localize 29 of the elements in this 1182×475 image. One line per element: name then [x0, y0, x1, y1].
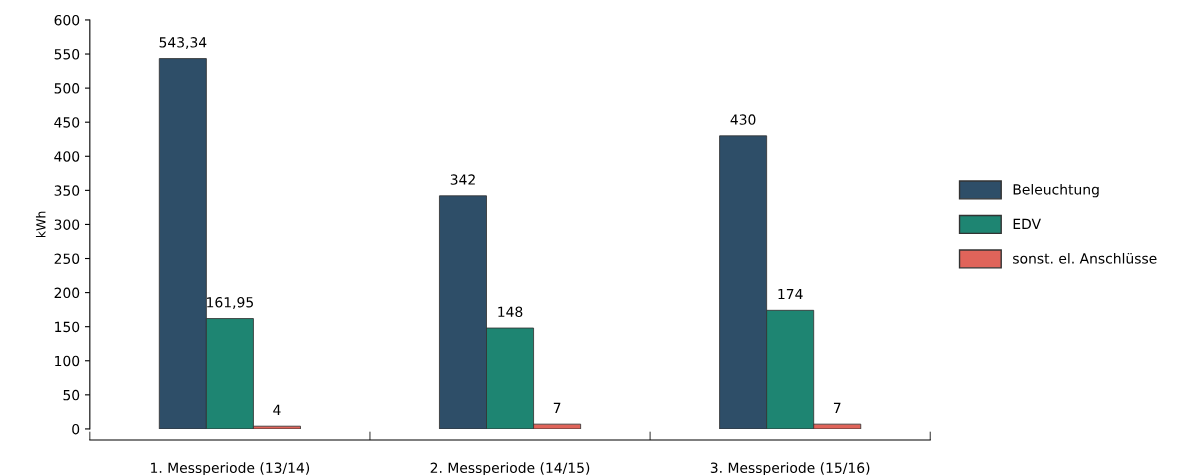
legend-label: EDV	[1013, 218, 1041, 229]
y-tick-label: 550	[54, 49, 80, 60]
y-tick-label: 600	[54, 14, 80, 26]
data-label: 342	[450, 174, 475, 185]
y-tick-label: 100	[55, 355, 80, 367]
y-tick-label: 150	[55, 321, 80, 333]
data-label: 4	[273, 404, 281, 415]
y-tick-label: 300	[54, 219, 80, 230]
data-label: 161,95	[207, 297, 253, 309]
y-tick-label: 500	[54, 83, 80, 94]
data-label: 543,34	[159, 37, 207, 49]
data-label: 7	[833, 402, 841, 413]
y-tick-label: 400	[54, 151, 80, 162]
data-label: 148	[498, 306, 523, 318]
x-tick-label: 1. Messperiode (13/14)	[151, 462, 310, 475]
y-tick-label: 350	[54, 185, 80, 196]
y-tick-label: 250	[54, 253, 80, 264]
x-tick-label: 3. Messperiode (15/16)	[710, 462, 870, 475]
x-tick-label: 2. Messperiode (14/15)	[430, 462, 590, 475]
y-tick-label: 50	[63, 389, 80, 401]
y-axis-title: kWh	[35, 211, 46, 238]
y-tick-label: 200	[54, 287, 80, 299]
legend-label: sonst. el. Anschlüsse	[1013, 252, 1157, 264]
legend-label: Beleuchtung	[1013, 183, 1099, 198]
y-tick-label: 450	[54, 117, 80, 128]
y-tick-label: 0	[72, 423, 80, 435]
data-label: 7	[553, 402, 561, 413]
data-label: 174	[778, 288, 803, 300]
data-label: 430	[730, 114, 756, 125]
